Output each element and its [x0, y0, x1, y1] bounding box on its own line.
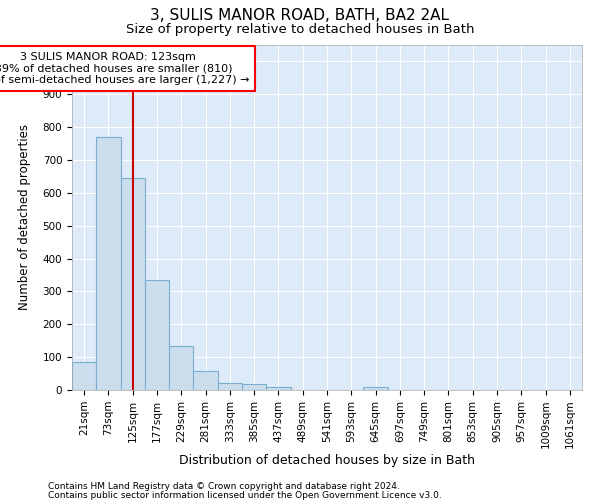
Text: 3 SULIS MANOR ROAD: 123sqm
← 39% of detached houses are smaller (810)
60% of sem: 3 SULIS MANOR ROAD: 123sqm ← 39% of deta… — [0, 52, 250, 85]
Bar — [145, 280, 169, 390]
Bar — [72, 362, 96, 390]
Text: Size of property relative to detached houses in Bath: Size of property relative to detached ho… — [126, 22, 474, 36]
Bar — [218, 383, 242, 390]
Bar — [96, 137, 121, 390]
Bar — [121, 178, 145, 390]
Text: Contains HM Land Registry data © Crown copyright and database right 2024.: Contains HM Land Registry data © Crown c… — [48, 482, 400, 491]
Text: 3, SULIS MANOR ROAD, BATH, BA2 2AL: 3, SULIS MANOR ROAD, BATH, BA2 2AL — [151, 8, 449, 22]
X-axis label: Distribution of detached houses by size in Bath: Distribution of detached houses by size … — [179, 454, 475, 467]
Bar — [364, 386, 388, 390]
Bar — [266, 386, 290, 390]
Text: Contains public sector information licensed under the Open Government Licence v3: Contains public sector information licen… — [48, 490, 442, 500]
Y-axis label: Number of detached properties: Number of detached properties — [17, 124, 31, 310]
Bar — [242, 384, 266, 390]
Bar — [193, 372, 218, 390]
Bar — [169, 346, 193, 390]
